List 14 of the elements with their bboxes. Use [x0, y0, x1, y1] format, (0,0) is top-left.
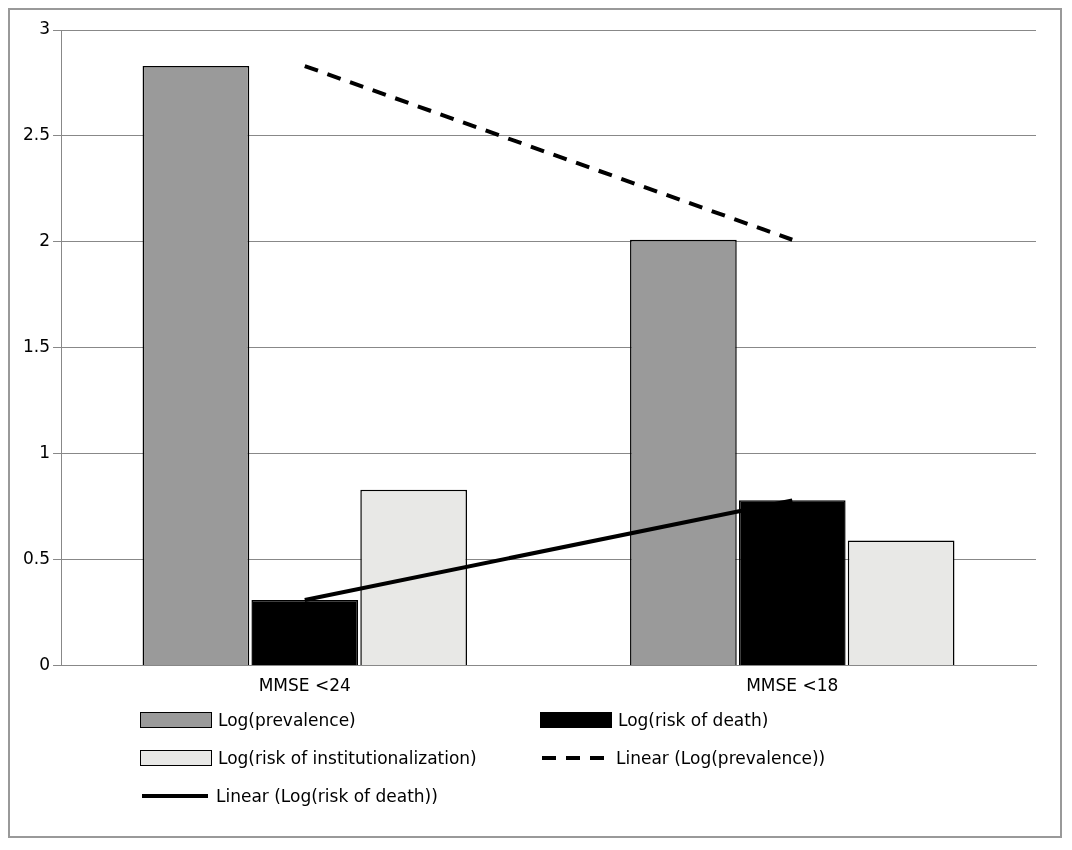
- legend-label: Linear (Log(risk of death)): [216, 786, 438, 806]
- x-tick-label: MMSE <18: [746, 675, 839, 696]
- y-tick-label: 0.5: [22, 548, 51, 569]
- y-tick-label: 2: [39, 230, 51, 251]
- y-tick-label: 1: [39, 442, 51, 463]
- x-tick-label: MMSE <24: [258, 675, 351, 696]
- y-tick-label: 2.5: [22, 124, 51, 145]
- legend-label: Log(risk of institutionalization): [218, 748, 477, 768]
- y-tick-label: 1.5: [22, 336, 51, 357]
- legend-label: Log(prevalence): [218, 710, 356, 730]
- y-tick-label: 0: [39, 654, 51, 675]
- legend-label: Log(risk of death): [618, 710, 769, 730]
- y-tick-label: 3: [39, 18, 51, 39]
- legend-label: Linear (Log(prevalence)): [616, 748, 826, 768]
